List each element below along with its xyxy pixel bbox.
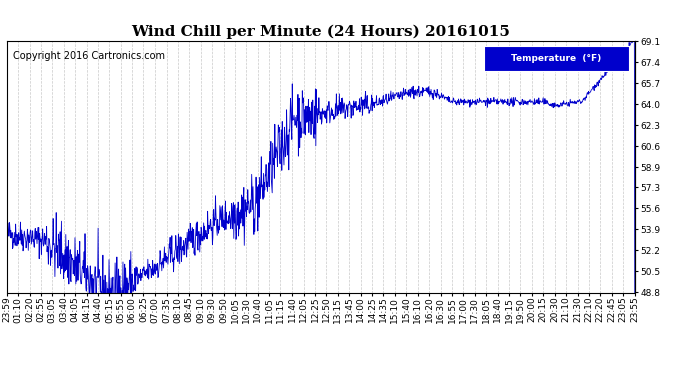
Title: Wind Chill per Minute (24 Hours) 20161015: Wind Chill per Minute (24 Hours) 2016101… [131, 24, 511, 39]
Text: Copyright 2016 Cartronics.com: Copyright 2016 Cartronics.com [13, 51, 165, 61]
